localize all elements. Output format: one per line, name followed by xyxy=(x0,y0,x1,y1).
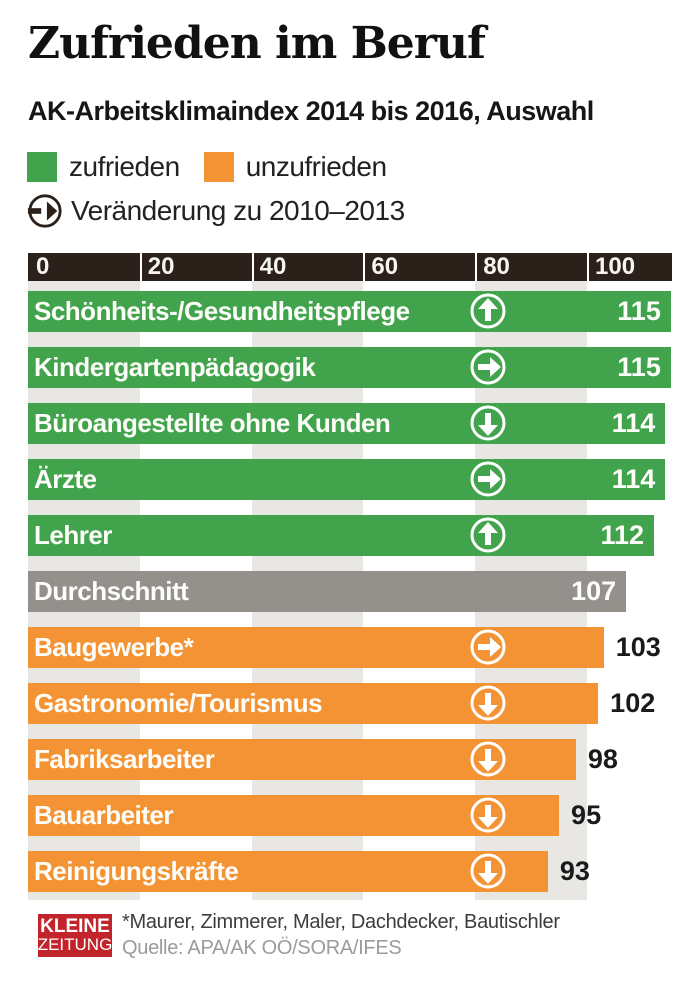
trend-arrow-icon xyxy=(469,404,507,442)
bar-category-label: Lehrer xyxy=(34,520,112,550)
bar-row: Baugewerbe* 103 xyxy=(0,627,700,668)
bar-category-label: Büroangestellte ohne Kunden xyxy=(34,408,391,438)
axis-tick-line xyxy=(363,253,366,281)
trend-arrow-icon xyxy=(469,460,507,498)
bar-segment: Ärzte 114 xyxy=(28,459,666,500)
bar-row: Ärzte 114 xyxy=(0,459,700,500)
axis-tick-label: 40 xyxy=(259,253,287,280)
bar-category-label: Fabriksarbeiter xyxy=(34,744,215,774)
logo-text-line2: ZEITUNG xyxy=(37,935,113,954)
trend-arrow-icon xyxy=(469,796,507,834)
bar-value: 102 xyxy=(610,688,656,718)
bar-value: 98 xyxy=(587,744,618,774)
trend-arrow-icon xyxy=(469,740,507,778)
bar-segment: Baugewerbe* xyxy=(28,627,604,668)
bar-row: Durchschnitt 107 xyxy=(0,571,700,612)
trend-arrow-icon xyxy=(469,852,507,890)
bar-category-label: Reinigungskräfte xyxy=(34,856,239,886)
bar-row: Lehrer 112 xyxy=(0,515,700,556)
axis-tick-label: 100 xyxy=(595,253,636,280)
bar-row: Büroangestellte ohne Kunden 114 xyxy=(0,403,700,444)
bar-segment: Gastronomie/Tourismus xyxy=(28,683,599,724)
x-axis: 0 20 40 60 80 100 xyxy=(28,253,672,281)
kleine-zeitung-logo: KLEINE ZEITUNG xyxy=(38,914,112,957)
page-title: Zufrieden im Beruf xyxy=(28,18,486,69)
trend-arrow-icon xyxy=(469,628,507,666)
unsatisfied-swatch xyxy=(203,152,234,182)
logo-text-line1: KLEINE xyxy=(40,916,110,937)
circled-arrow-icon xyxy=(27,193,63,229)
trend-legend: Veränderung zu 2010–2013 xyxy=(27,193,405,229)
unsatisfied-legend-label: unzufrieden xyxy=(245,151,387,182)
bar-category-label: Gastronomie/Tourismus xyxy=(34,688,323,718)
bar-category-label: Durchschnitt xyxy=(34,576,189,606)
bar-category-label: Kindergartenpädagogik xyxy=(34,352,316,382)
axis-tick-line xyxy=(139,253,142,281)
bar-segment: Durchschnitt 107 xyxy=(28,571,627,612)
satisfied-legend-label: zufrieden xyxy=(69,151,180,182)
bar-value: 115 xyxy=(617,296,661,326)
bar-row: Bauarbeiter 95 xyxy=(0,795,700,836)
trend-arrow-icon xyxy=(469,684,507,722)
bar-segment: Kindergartenpädagogik 115 xyxy=(28,347,671,388)
axis-tick-line xyxy=(587,253,589,281)
bar-category-label: Ärzte xyxy=(34,464,97,494)
bar-value: 107 xyxy=(571,576,617,606)
bar-value: 115 xyxy=(617,352,661,382)
bar-segment: Reinigungskräfte xyxy=(28,851,548,892)
axis-tick-line xyxy=(251,253,254,281)
bar-value: 93 xyxy=(559,856,590,886)
axis-tick-line xyxy=(475,253,478,281)
bar-segment: Schönheits-/Gesundheitspflege 115 xyxy=(28,291,671,332)
trend-arrow-icon xyxy=(469,292,507,330)
bar-value: 114 xyxy=(611,464,656,494)
source-credit: Quelle: APA/AK OÖ/SORA/IFES xyxy=(122,937,402,959)
bar-segment: Büroangestellte ohne Kunden 114 xyxy=(28,403,666,444)
axis-tick-label: 0 xyxy=(36,253,50,280)
color-legend: zufrieden unzufrieden xyxy=(27,151,411,183)
satisfied-swatch xyxy=(27,152,57,182)
trend-legend-label: Veränderung zu 2010–2013 xyxy=(71,195,405,226)
footnote: *Maurer, Zimmerer, Maler, Dachdecker, Ba… xyxy=(122,911,560,933)
chart-subtitle: AK-Arbeitsklimaindex 2014 bis 2016, Ausw… xyxy=(28,96,594,126)
bar-segment: Lehrer 112 xyxy=(28,515,655,556)
bar-category-label: Schönheits-/Gesundheitspflege xyxy=(34,296,410,326)
axis-tick-label: 20 xyxy=(147,253,175,280)
bar-category-label: Bauarbeiter xyxy=(34,800,174,830)
bar-row: Fabriksarbeiter 98 xyxy=(0,739,700,780)
bar-row: Gastronomie/Tourismus 102 xyxy=(0,683,700,724)
axis-tick-label: 60 xyxy=(371,253,399,280)
bar-row: Reinigungskräfte 93 xyxy=(0,851,700,892)
bar-value: 112 xyxy=(600,520,645,550)
bar-row: Kindergartenpädagogik 115 xyxy=(0,347,700,388)
bar-value: 114 xyxy=(611,408,656,438)
trend-arrow-icon xyxy=(469,516,507,554)
bar-value: 95 xyxy=(571,800,602,830)
axis-tick-label: 80 xyxy=(483,253,510,280)
bar-value: 103 xyxy=(615,632,661,662)
bar-category-label: Baugewerbe* xyxy=(34,632,194,662)
trend-arrow-icon xyxy=(469,348,507,386)
bar-row: Schönheits-/Gesundheitspflege 115 xyxy=(0,291,700,332)
